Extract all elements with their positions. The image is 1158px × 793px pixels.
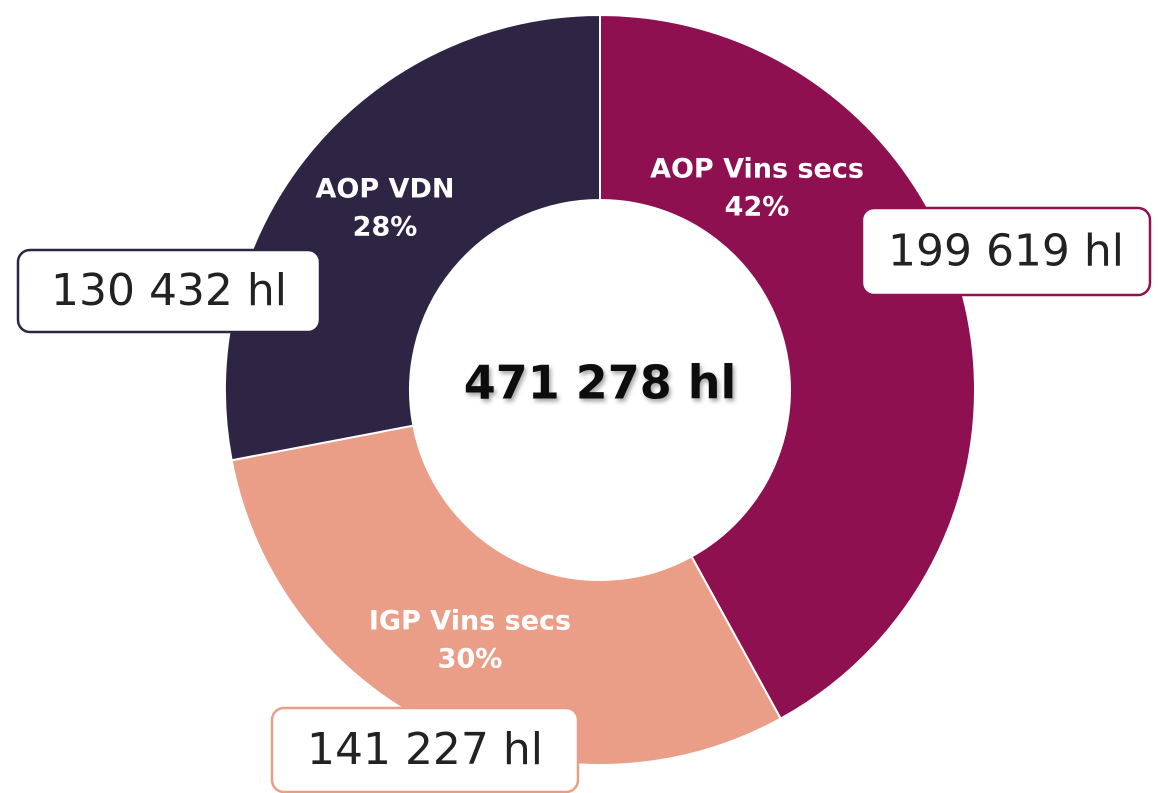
donut-hole: [410, 200, 790, 580]
slice-value-label: 42%: [725, 192, 790, 223]
volume-box: [270, 706, 580, 793]
volume-box: [860, 206, 1152, 297]
slice-value-label: 30%: [438, 644, 503, 675]
slice-category-label: AOP VDN: [316, 174, 455, 205]
volume-label: 141 227 hl: [307, 724, 543, 775]
slice-category-label: AOP Vins secs: [650, 154, 864, 185]
slice-value-label: 28%: [353, 212, 418, 243]
volume-label: 199 619 hl: [888, 226, 1124, 277]
center-label: 471 278 hl: [464, 356, 737, 410]
slice-category-label: IGP Vins secs: [369, 606, 571, 637]
volume-box: [16, 248, 322, 334]
volume-label: 130 432 hl: [51, 265, 287, 316]
slices: [224, 13, 976, 766]
